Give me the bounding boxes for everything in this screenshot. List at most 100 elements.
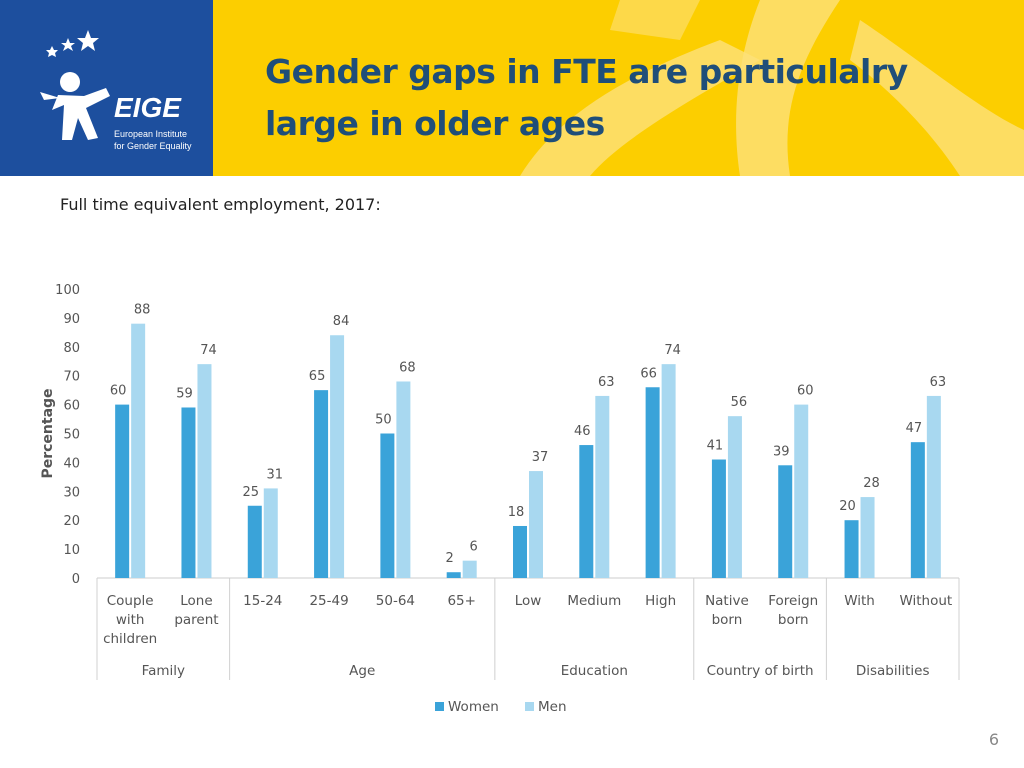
logo-wordmark: EIGE: [114, 92, 181, 123]
data-label-women: 39: [773, 444, 790, 459]
bar-women: [446, 572, 461, 578]
data-label-women: 50: [375, 413, 392, 428]
data-label-men: 37: [532, 450, 549, 465]
bar-men: [794, 404, 809, 578]
data-label-women: 41: [707, 439, 724, 454]
y-tick-label: 10: [63, 543, 80, 558]
bar-women: [115, 404, 130, 578]
bar-men: [595, 395, 610, 578]
legend-label-men: Men: [538, 699, 567, 715]
y-tick-label: 40: [63, 456, 80, 471]
bar-women: [910, 442, 925, 578]
data-label-men: 56: [731, 395, 748, 410]
bar-men: [661, 364, 676, 578]
data-label-women: 65: [309, 369, 326, 384]
x-tick-label: Lone: [180, 593, 212, 609]
group-label: Education: [561, 663, 628, 679]
data-label-women: 25: [242, 485, 259, 500]
data-label-men: 68: [399, 360, 416, 375]
x-tick-label: born: [778, 612, 809, 628]
logo-subtext-1: European Institute: [114, 129, 188, 139]
data-label-men: 74: [200, 343, 217, 358]
x-tick-label: Couple: [107, 593, 154, 609]
x-tick-label: Foreign: [768, 593, 818, 609]
bar-men: [396, 381, 411, 578]
y-axis-label: Percentage: [40, 388, 56, 478]
data-label-women: 60: [110, 384, 127, 399]
y-tick-label: 80: [63, 341, 80, 356]
y-tick-label: 90: [63, 312, 80, 327]
group-label: Family: [142, 663, 185, 679]
data-label-men: 74: [664, 343, 681, 358]
y-tick-label: 100: [55, 283, 80, 298]
bar-men: [197, 364, 212, 578]
bar-men: [330, 335, 345, 578]
data-label-women: 66: [640, 366, 657, 381]
y-tick-label: 20: [63, 514, 80, 529]
title-line-2: large in older ages: [265, 104, 605, 143]
x-tick-label: With: [844, 593, 875, 609]
bar-men: [529, 471, 543, 578]
header-banner: EIGE European Institute for Gender Equal…: [0, 0, 1024, 176]
bar-women: [247, 505, 262, 578]
bar-women: [513, 525, 527, 578]
legend-swatch-men: [525, 702, 534, 711]
y-tick-label: 70: [63, 370, 80, 385]
page-number: 6: [988, 730, 999, 749]
logo-subtext-2: for Gender Equality: [114, 141, 192, 151]
group-label: Age: [349, 663, 375, 679]
bar-men: [727, 416, 742, 578]
y-tick-label: 60: [63, 399, 80, 414]
bar-women: [181, 407, 196, 578]
chart-subtitle: Full time equivalent employment, 2017:: [60, 195, 381, 214]
x-tick-label: parent: [174, 612, 218, 628]
bar-chart: 0 10 20 30 40 50 60 70 80 90 100 Percentage Family Ag…: [40, 283, 960, 715]
bar-women: [645, 387, 660, 578]
header-decoration: [520, 0, 1024, 176]
x-tick-label: Native: [705, 593, 749, 609]
legend-label-women: Women: [448, 699, 499, 715]
x-tick-label: 15-24: [243, 593, 282, 609]
data-label-women: 47: [906, 421, 923, 436]
bar-men: [926, 395, 941, 578]
data-label-men: 63: [598, 375, 615, 390]
data-label-women: 59: [176, 386, 193, 401]
x-tick-label: Without: [899, 593, 952, 609]
data-label-men: 28: [863, 476, 880, 491]
bar-men: [462, 560, 477, 578]
eige-figure-icon: [40, 30, 110, 140]
page-title: Gender gaps in FTE are particulalry larg…: [265, 46, 965, 150]
data-label-women: 20: [839, 499, 856, 514]
legend-swatch-women: [435, 702, 444, 711]
data-label-men: 63: [930, 375, 947, 390]
data-label-men: 60: [797, 384, 814, 399]
group-label: Country of birth: [707, 663, 814, 679]
bar-women: [844, 520, 859, 578]
eige-logo: EIGE European Institute for Gender Equal…: [0, 0, 213, 176]
bar-women: [711, 459, 726, 578]
bar-men: [131, 323, 146, 578]
data-label-women: 46: [574, 424, 591, 439]
data-label-men: 6: [470, 540, 478, 555]
x-tick-label: 25-49: [309, 593, 348, 609]
x-tick-label: Medium: [567, 593, 621, 609]
data-label-men: 88: [134, 303, 151, 318]
x-tick-label: 65+: [447, 593, 476, 609]
x-tick-label: with: [116, 612, 145, 628]
data-label-women: 18: [508, 505, 525, 520]
bar-women: [314, 390, 329, 578]
title-line-1: Gender gaps in FTE are particulalry: [265, 52, 908, 91]
bar-women: [380, 433, 395, 578]
group-label: Disabilities: [856, 663, 930, 679]
bar-men: [860, 497, 875, 578]
x-tick-label: High: [645, 593, 676, 609]
y-tick-label: 0: [72, 572, 80, 587]
x-tick-label: children: [103, 631, 157, 647]
bar-women: [778, 465, 793, 578]
y-tick-label: 50: [63, 428, 80, 443]
data-label-men: 31: [266, 467, 283, 482]
bar-men: [263, 488, 278, 578]
data-label-men: 84: [333, 314, 350, 329]
x-tick-label: 50-64: [376, 593, 415, 609]
y-tick-label: 30: [63, 485, 80, 500]
